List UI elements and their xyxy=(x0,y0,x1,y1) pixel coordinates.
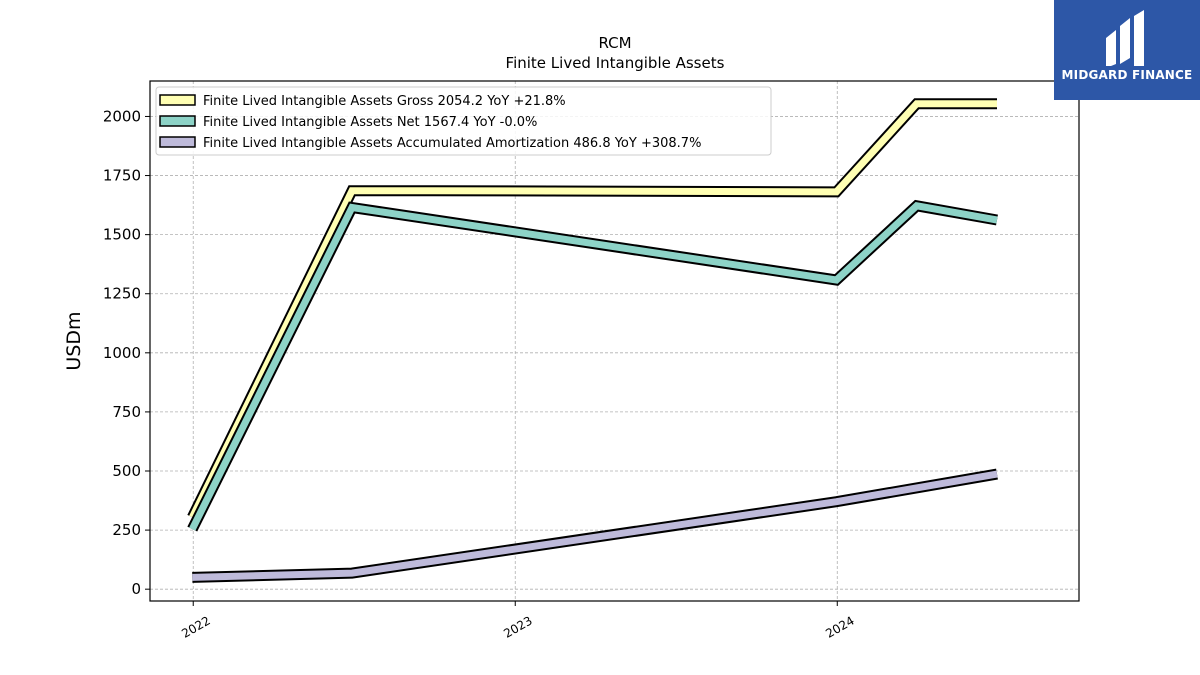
legend: Finite Lived Intangible Assets Gross 205… xyxy=(155,86,772,156)
legend-entry: Finite Lived Intangible Assets Accumulat… xyxy=(203,136,701,151)
x-tick-label: 2024 xyxy=(823,613,856,640)
x-tick-label: 2023 xyxy=(501,613,534,640)
y-tick-label: 2000 xyxy=(103,107,141,125)
chart-subtitle: Finite Lived Intangible Assets xyxy=(506,54,725,72)
brand-name: MIDGARD FINANCE xyxy=(1061,68,1193,82)
series-0-line xyxy=(189,100,997,519)
y-tick-label: 250 xyxy=(112,521,141,539)
brand-logo: MIDGARD FINANCE xyxy=(1054,0,1200,100)
y-axis: 0 250 500 750 1000 1250 1500 1750 2000 xyxy=(103,107,150,598)
y-tick-label: 750 xyxy=(112,403,141,421)
midgard-logo-icon xyxy=(1106,10,1144,66)
series-1-line xyxy=(189,202,998,531)
legend-entry: Finite Lived Intangible Assets Gross 205… xyxy=(203,94,566,109)
legend-box xyxy=(155,86,772,156)
legend-swatch xyxy=(159,94,196,106)
series-layer xyxy=(187,98,998,583)
y-tick-label: 0 xyxy=(131,580,141,598)
y-tick-label: 500 xyxy=(112,462,141,480)
y-tick-label: 1000 xyxy=(103,344,141,362)
series-2-outline xyxy=(192,468,998,583)
grid xyxy=(150,81,1079,601)
y-tick-label: 1500 xyxy=(103,226,141,244)
series-2-line xyxy=(192,470,998,581)
legend-swatch xyxy=(159,136,196,148)
series-0-outline xyxy=(187,98,997,520)
plot-frame xyxy=(149,80,1080,602)
y-axis-label: USDm xyxy=(63,311,85,370)
y-tick-label: 1750 xyxy=(103,167,141,185)
y-tick-label: 1250 xyxy=(103,285,141,303)
legend-swatch xyxy=(159,115,196,127)
chart-title: RCM xyxy=(598,34,631,52)
x-tick-label: 2022 xyxy=(179,613,212,640)
legend-entry: Finite Lived Intangible Assets Net 1567.… xyxy=(203,115,537,130)
x-axis: 2022 2023 2024 xyxy=(179,601,857,641)
series-1-outline xyxy=(187,199,998,532)
